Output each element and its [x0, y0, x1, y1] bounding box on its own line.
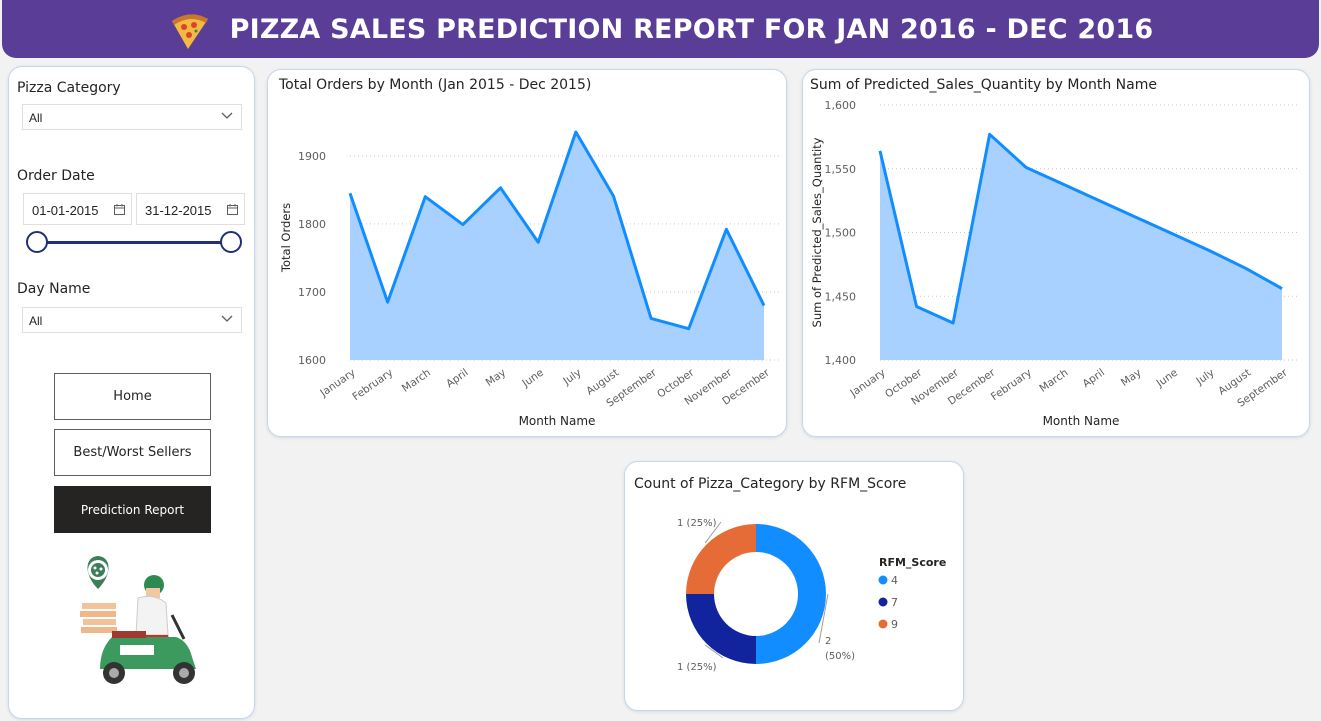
legend-marker — [878, 619, 888, 629]
legend-label: 4 — [891, 574, 898, 587]
chart-title: Count of Pizza_Category by RFM_Score — [634, 476, 907, 492]
data-label-leader — [704, 644, 724, 659]
y-tick-label: 1,400 — [825, 354, 857, 367]
total-orders-chart-card: Total Orders by Month (Jan 2015 - Dec 20… — [267, 69, 787, 437]
legend-label: 9 — [891, 618, 898, 631]
prediction-report-button[interactable]: Prediction Report — [54, 486, 211, 533]
start-date-input[interactable]: 01-01-2015 — [23, 193, 132, 225]
y-tick-label: 1,600 — [825, 99, 857, 112]
x-tick-label: March — [1037, 367, 1070, 395]
y-tick-label: 1,550 — [825, 163, 857, 176]
y-tick-label: 1800 — [298, 218, 326, 231]
y-tick-label: 1,500 — [825, 227, 857, 240]
donut-slice — [756, 524, 826, 664]
x-axis-title: Month Name — [519, 414, 596, 428]
best-worst-sellers-button[interactable]: Best/Worst Sellers — [54, 429, 211, 476]
y-tick-label: 1700 — [298, 286, 326, 299]
x-tick-label: June — [1154, 367, 1180, 391]
end-date-value: 31-12-2015 — [145, 203, 212, 218]
x-tick-label: May — [1119, 367, 1144, 389]
y-tick-label: 1900 — [298, 150, 326, 163]
chevron-down-icon — [221, 112, 233, 119]
end-date-input[interactable]: 31-12-2015 — [136, 193, 245, 225]
chevron-down-icon — [221, 315, 233, 322]
calendar-icon[interactable] — [114, 204, 125, 215]
y-tick-label: 1600 — [298, 354, 326, 367]
order-date-label: Order Date — [17, 168, 95, 184]
area-fill — [350, 132, 764, 360]
rfm-score-donut-chart[interactable]: 2 (50%) 1 (25%) 1 (25%) RFM_Score 4 7 9 — [625, 462, 965, 712]
chart-title: Sum of Predicted_Sales_Quantity by Month… — [810, 77, 1157, 93]
x-tick-label: April — [444, 367, 471, 391]
legend-label: 7 — [891, 596, 898, 609]
data-label: (50%) — [825, 651, 855, 662]
series-line — [878, 132, 1283, 325]
legend-marker — [878, 597, 888, 607]
y-axis-title: Total Orders — [279, 203, 293, 273]
day-name-label: Day Name — [17, 281, 91, 297]
pizza-category-value: All — [29, 111, 43, 125]
calendar-icon[interactable] — [227, 204, 238, 215]
date-range-start-handle[interactable] — [26, 231, 48, 253]
x-tick-label: February — [350, 367, 395, 404]
y-axis-title: Sum of Predicted_Sales_Quantity — [810, 137, 824, 327]
x-tick-label: March — [400, 367, 433, 395]
area-fill — [880, 134, 1282, 360]
chart-title: Total Orders by Month (Jan 2015 - Dec 20… — [279, 77, 592, 93]
date-range-slider-track[interactable] — [37, 241, 231, 244]
x-tick-label: January — [847, 367, 887, 400]
pizza-category-label: Pizza Category — [17, 80, 121, 96]
data-label-leader — [704, 521, 722, 544]
data-label-leader — [818, 593, 829, 644]
x-tick-label: July — [560, 367, 583, 388]
series-line — [348, 130, 766, 331]
x-tick-label: April — [1080, 367, 1107, 391]
donut-slice — [686, 594, 756, 664]
report-title: PIZZA SALES PREDICTION REPORT FOR JAN 20… — [229, 13, 1154, 45]
filter-panel: Pizza Category All Order Date 01-01-2015… — [8, 66, 255, 719]
x-tick-label: June — [519, 367, 545, 391]
day-name-value: All — [29, 314, 43, 328]
rfm-score-chart-card: Count of Pizza_Category by RFM_Score 2 (5… — [624, 461, 964, 711]
day-name-dropdown[interactable]: All — [22, 307, 242, 333]
pizza-slice-icon — [171, 14, 208, 50]
legend-marker — [878, 575, 888, 585]
x-tick-label: July — [1193, 367, 1216, 388]
data-label: 1 (25%) — [677, 518, 717, 529]
donut-slice — [686, 524, 756, 594]
predicted-sales-area-chart[interactable]: 1,4001,4501,5001,5501,600JanuaryOctoberN… — [803, 70, 1311, 438]
home-button[interactable]: Home — [54, 373, 211, 420]
pizza-category-dropdown[interactable]: All — [22, 104, 242, 130]
start-date-value: 01-01-2015 — [32, 203, 99, 218]
legend-title: RFM_Score — [879, 556, 946, 569]
x-tick-label: February — [989, 367, 1034, 404]
x-axis-title: Month Name — [1043, 414, 1120, 428]
x-tick-label: May — [484, 367, 509, 389]
date-range-end-handle[interactable] — [220, 231, 242, 253]
data-label: 2 — [825, 636, 831, 647]
predicted-sales-chart-card: Sum of Predicted_Sales_Quantity by Month… — [802, 69, 1310, 437]
report-header: PIZZA SALES PREDICTION REPORT FOR JAN 20… — [2, 0, 1319, 58]
pizza-delivery-scooter-illustration — [80, 556, 196, 684]
y-tick-label: 1,450 — [825, 290, 857, 303]
data-label: 1 (25%) — [677, 662, 717, 673]
